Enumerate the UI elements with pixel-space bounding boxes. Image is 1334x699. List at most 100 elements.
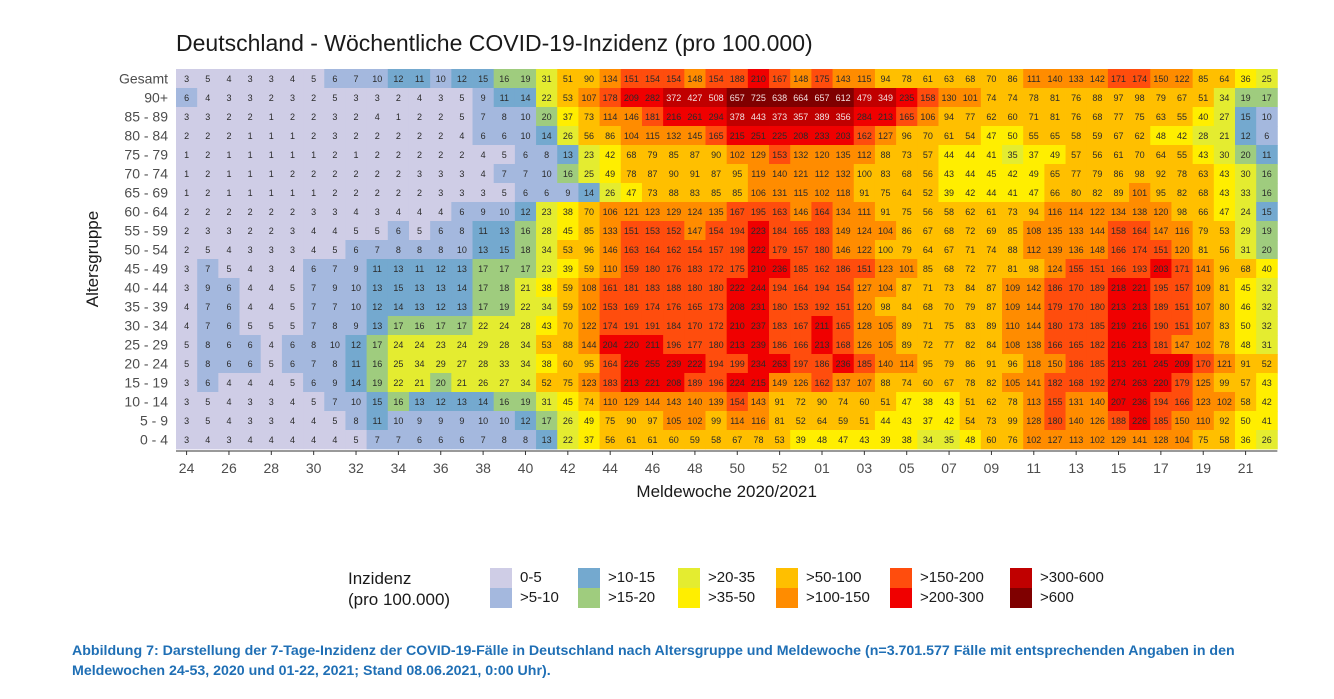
cell-value: 251 xyxy=(751,131,766,141)
heatmap-cell xyxy=(324,88,346,108)
heatmap-cell xyxy=(641,183,664,203)
heatmap-cell xyxy=(853,297,876,317)
heatmap-cell xyxy=(1150,183,1172,203)
cell-value: 88 xyxy=(669,188,679,198)
cell-value: 17 xyxy=(478,264,488,274)
heatmap-cell xyxy=(1129,240,1151,260)
cell-value: 17 xyxy=(372,340,382,350)
cell-value: 612 xyxy=(836,93,851,103)
cell-value: 52 xyxy=(542,378,552,388)
heatmap-cell xyxy=(1235,126,1257,146)
cell-value: 42 xyxy=(1177,131,1187,141)
cell-value: 5 xyxy=(290,302,295,312)
cell-value: 22 xyxy=(393,378,403,388)
cell-value: 67 xyxy=(1177,93,1187,103)
heatmap-cell xyxy=(536,69,558,89)
heatmap-cell xyxy=(980,183,1003,203)
heatmap-cell xyxy=(1107,297,1130,317)
cell-value: 50 xyxy=(1241,416,1251,426)
heatmap-cell xyxy=(1235,88,1257,108)
heatmap-cell xyxy=(853,69,876,89)
heatmap-cell xyxy=(896,221,918,241)
heatmap-cell xyxy=(281,107,304,127)
cell-value: 192 xyxy=(1090,378,1105,388)
cell-value: 3 xyxy=(375,207,380,217)
heatmap-cell xyxy=(832,202,855,222)
cell-value: 125 xyxy=(1196,378,1211,388)
cell-value: 15 xyxy=(499,245,509,255)
cell-value: 62 xyxy=(986,112,996,122)
heatmap-cell xyxy=(790,278,812,298)
legend-label: >5-10 xyxy=(520,589,559,606)
cell-value: 2 xyxy=(311,112,316,122)
heatmap-cell xyxy=(1065,145,1088,165)
cell-value: 216 xyxy=(1132,321,1147,331)
heatmap-cell xyxy=(1065,221,1088,241)
cell-value: 146 xyxy=(603,245,618,255)
heatmap-cell xyxy=(1213,259,1236,279)
heatmap-cell xyxy=(303,335,325,355)
cell-value: 84 xyxy=(902,302,912,312)
row-label: 85 - 89 xyxy=(124,109,168,125)
heatmap-cell xyxy=(938,202,961,222)
heatmap-cell xyxy=(599,278,622,298)
cell-value: 263 xyxy=(1132,378,1147,388)
heatmap-cell xyxy=(1213,221,1236,241)
x-tick-label: 21 xyxy=(1238,460,1254,476)
heatmap-cell xyxy=(1150,221,1172,241)
heatmap-cell xyxy=(1023,88,1045,108)
cell-value: 134 xyxy=(836,207,851,217)
heatmap-cell xyxy=(938,240,961,260)
legend-swatch xyxy=(776,588,798,608)
row-label: 45 - 49 xyxy=(124,261,168,277)
heatmap-cell xyxy=(874,240,897,260)
cell-value: 32 xyxy=(1262,321,1272,331)
cell-value: 14 xyxy=(457,283,467,293)
heatmap-cell xyxy=(514,202,537,222)
heatmap-cell xyxy=(641,278,664,298)
heatmap-cell xyxy=(366,69,389,89)
cell-value: 18 xyxy=(520,245,530,255)
heatmap-cell xyxy=(620,202,643,222)
heatmap-cell xyxy=(1150,145,1172,165)
cell-value: 10 xyxy=(393,416,403,426)
heatmap-cell xyxy=(917,297,939,317)
cell-value: 9 xyxy=(481,207,486,217)
cell-value: 38 xyxy=(902,435,912,445)
heatmap-cell xyxy=(790,88,812,108)
cell-value: 72 xyxy=(965,226,975,236)
cell-value: 98 xyxy=(1029,264,1039,274)
heatmap-cell xyxy=(641,221,664,241)
cell-value: 2 xyxy=(184,131,189,141)
cell-value: 1 xyxy=(311,150,316,160)
cell-value: 42 xyxy=(1262,397,1272,407)
cell-value: 171 xyxy=(1175,264,1190,274)
cell-value: 274 xyxy=(1111,378,1126,388)
cell-value: 1 xyxy=(290,188,295,198)
cell-value: 180 xyxy=(1047,416,1062,426)
cell-value: 16 xyxy=(372,359,382,369)
legend-swatch xyxy=(1010,568,1032,588)
cell-value: 1 xyxy=(248,188,253,198)
cell-value: 100 xyxy=(878,245,893,255)
cell-value: 74 xyxy=(1008,93,1018,103)
heatmap-cell xyxy=(747,259,770,279)
heatmap-cell xyxy=(1044,202,1066,222)
cell-value: 41 xyxy=(1008,188,1018,198)
heatmap-cell xyxy=(239,259,262,279)
heatmap-cell xyxy=(430,183,452,203)
cell-value: 68 xyxy=(944,226,954,236)
heatmap-cell xyxy=(557,107,579,127)
cell-value: 189 xyxy=(1153,302,1168,312)
cell-value: 6 xyxy=(396,226,401,236)
heatmap-cell xyxy=(747,278,770,298)
cell-value: 58 xyxy=(1219,435,1229,445)
cell-value: 35 xyxy=(944,435,954,445)
cell-value: 3 xyxy=(290,226,295,236)
cell-value: 47 xyxy=(838,435,848,445)
cell-value: 132 xyxy=(666,131,681,141)
heatmap-cell xyxy=(620,335,643,355)
cell-value: 4 xyxy=(248,435,253,445)
x-tick-label: 40 xyxy=(518,460,534,476)
heatmap-cell xyxy=(345,316,368,336)
